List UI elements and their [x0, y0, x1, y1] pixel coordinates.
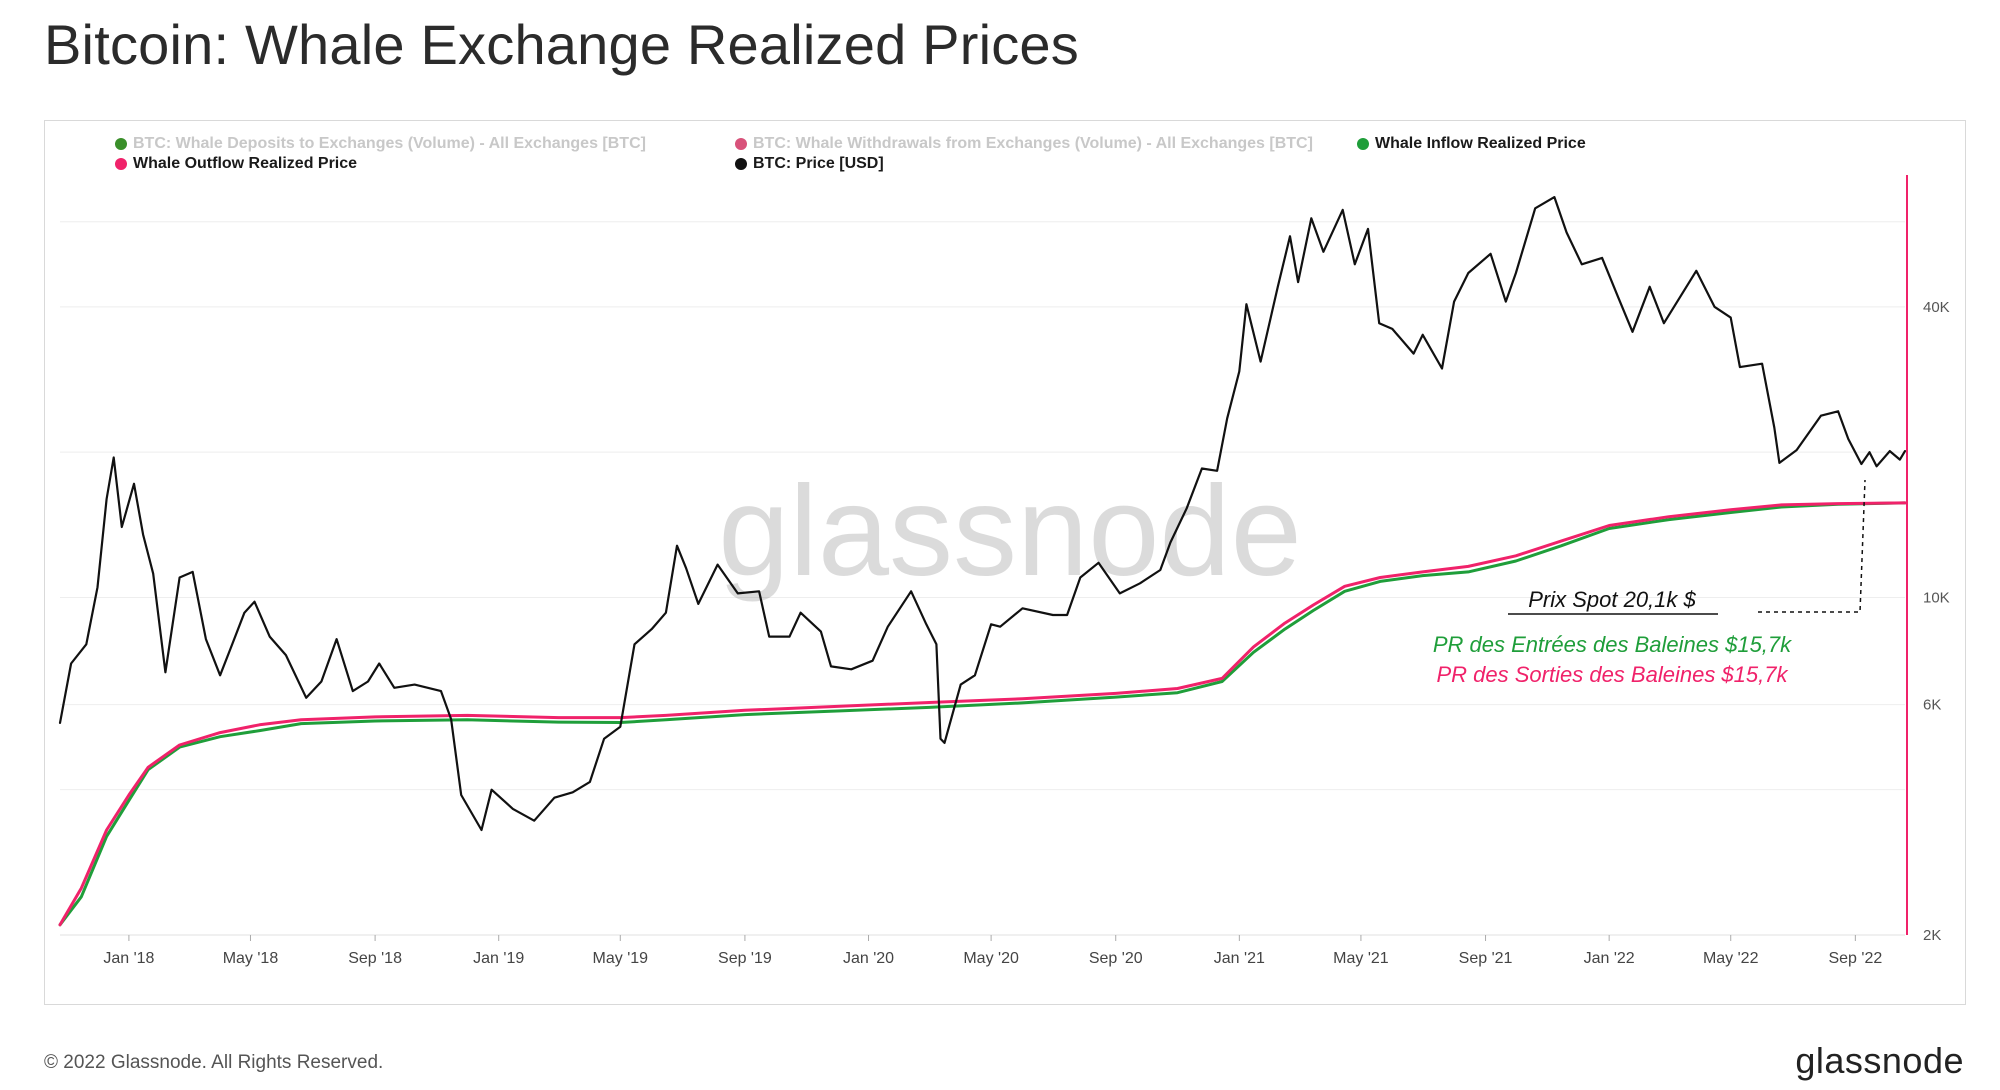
x-tick-label: Jan '22 [1584, 950, 1635, 967]
inflow-realized-price-annotation: PR des Entrées des Baleines $15,7k [1433, 632, 1792, 657]
legend-dot-btc-price [735, 158, 747, 170]
glassnode-logo: glassnode [1795, 1040, 1964, 1081]
outflow-realized-price-line [58, 501, 1907, 927]
legend-item-whale-withdrawals[interactable]: BTC: Whale Withdrawals from Exchanges (V… [735, 135, 1313, 153]
legend-label-outflow-realized-price: Whale Outflow Realized Price [133, 155, 358, 172]
spot-price-annotation: Prix Spot 20,1k $ [1528, 587, 1696, 612]
x-tick-label: Jan '19 [473, 950, 524, 967]
legend-dot-whale-withdrawals [735, 138, 747, 150]
x-tick-label: May '21 [1333, 950, 1389, 967]
x-tick-label: Sep '18 [348, 950, 402, 967]
legend-item-outflow-realized-price[interactable]: Whale Outflow Realized Price [115, 155, 357, 173]
legend-item-whale-deposits[interactable]: BTC: Whale Deposits to Exchanges (Volume… [115, 135, 646, 153]
legend-dot-whale-deposits [115, 138, 127, 150]
legend-dot-inflow-realized-price [1357, 138, 1369, 150]
series-lines [58, 196, 1907, 927]
legend-label-whale-withdrawals: BTC: Whale Withdrawals from Exchanges (V… [753, 135, 1313, 152]
legend-item-btc-price[interactable]: BTC: Price [USD] [735, 155, 884, 173]
spot-price-leader-line [1758, 479, 1866, 613]
copyright-footer: © 2022 Glassnode. All Rights Reserved. [44, 1052, 384, 1073]
x-tick-label: Sep '20 [1089, 950, 1143, 967]
legend-item-inflow-realized-price[interactable]: Whale Inflow Realized Price [1357, 135, 1586, 153]
x-tick-label: Jan '18 [103, 950, 154, 967]
legend-label-inflow-realized-price: Whale Inflow Realized Price [1375, 135, 1586, 152]
x-tick-label: Jan '20 [843, 950, 894, 967]
x-tick-label: May '22 [1703, 950, 1759, 967]
inflow-realized-price-line [58, 501, 1907, 927]
btc-price-line [58, 196, 1907, 832]
outflow-realized-price-annotation: PR des Sorties des Baleines $15,7k [1437, 662, 1789, 687]
chart-frame [44, 120, 1966, 1005]
y-tick-label: 40K [1923, 299, 1950, 316]
y-tick-label: 10K [1923, 590, 1950, 607]
x-tick-label: Sep '19 [718, 950, 772, 967]
x-tick-label: Sep '21 [1459, 950, 1513, 967]
y-tick-label: 6K [1923, 697, 1941, 714]
legend-dot-outflow-realized-price [115, 158, 127, 170]
chart-title: Bitcoin: Whale Exchange Realized Prices [44, 13, 1079, 76]
x-tick-label: May '20 [963, 950, 1019, 967]
y-tick-label: 2K [1923, 927, 1941, 944]
y-axis: 2K 6K 10K 40K [1906, 175, 1950, 944]
legend-label-btc-price: BTC: Price [USD] [753, 155, 884, 172]
x-tick-label: May '18 [223, 950, 279, 967]
gridlines [60, 221, 1905, 936]
x-tick-label: Sep '22 [1828, 950, 1882, 967]
annotations: Prix Spot 20,1k $ PR des Entrées des Bal… [1433, 479, 1866, 687]
x-tick-label: May '19 [593, 950, 649, 967]
x-axis: Jan '18 May '18 Sep '18 Jan '19 May '19 Sep '… [103, 935, 1882, 967]
legend-label-whale-deposits: BTC: Whale Deposits to Exchanges (Volume… [133, 135, 646, 152]
x-tick-label: Jan '21 [1214, 950, 1265, 967]
watermark-text: glassnode [718, 460, 1302, 603]
